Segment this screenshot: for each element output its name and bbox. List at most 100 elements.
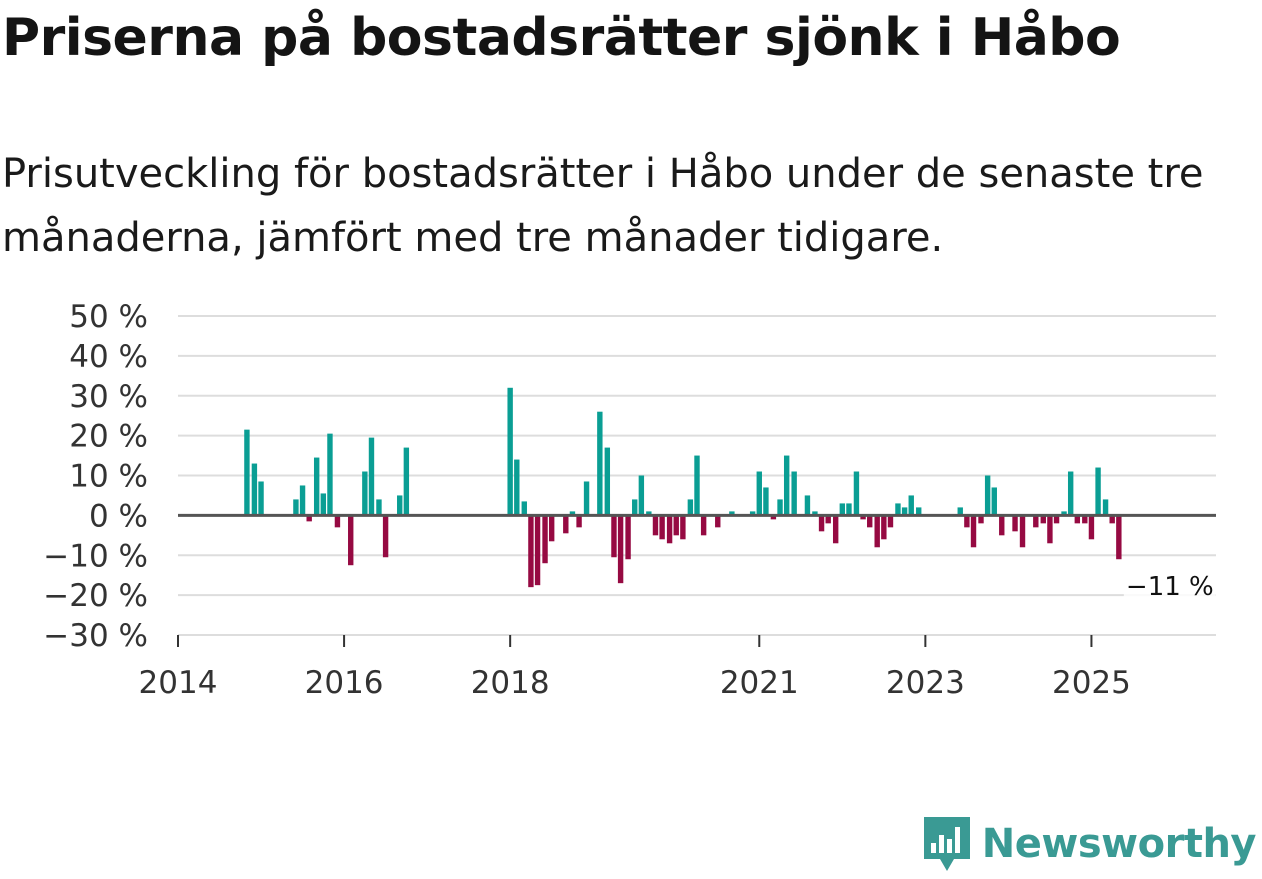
bar (853, 471, 860, 516)
bar (1040, 515, 1046, 524)
bar (1074, 515, 1081, 524)
bar (1116, 515, 1122, 560)
x-tick-label: 2021 (720, 665, 799, 700)
bar (514, 459, 520, 516)
bar (548, 515, 555, 542)
bar (534, 515, 541, 586)
bar (1033, 515, 1039, 528)
bar (604, 447, 611, 516)
bar (908, 495, 914, 516)
bar (258, 481, 264, 516)
bar (957, 507, 963, 516)
bar (978, 515, 984, 524)
bar (528, 515, 534, 588)
bar (1067, 471, 1074, 516)
newsworthy-logo-icon (923, 817, 970, 871)
bar (368, 437, 375, 516)
brand-name: Newsworthy (981, 821, 1257, 867)
y-tick-label: −10 % (43, 538, 148, 574)
bar (687, 499, 694, 516)
bar (617, 515, 624, 584)
x-tick-label: 2016 (305, 665, 384, 700)
bar (1047, 515, 1053, 544)
bar (1082, 515, 1088, 524)
bar (839, 503, 846, 516)
x-tick-label: 2023 (886, 665, 965, 700)
bar (659, 515, 665, 540)
bar (576, 515, 582, 528)
bar (382, 515, 389, 558)
bar (881, 515, 887, 540)
bar (887, 515, 894, 528)
bar (313, 457, 320, 516)
bar (901, 507, 908, 516)
bar (770, 515, 777, 520)
bar (804, 495, 811, 516)
bars (244, 387, 1122, 588)
bar (638, 475, 645, 516)
bar (542, 515, 548, 564)
bar (964, 515, 970, 528)
bar (362, 471, 368, 516)
annotation-halo (1123, 571, 1216, 602)
bar (749, 511, 756, 516)
bar (327, 433, 333, 516)
bar (376, 499, 382, 516)
bar (646, 511, 652, 516)
bar (916, 507, 922, 516)
bar (293, 499, 299, 516)
x-tick-label: 2025 (1052, 665, 1131, 700)
bar (763, 487, 769, 516)
bar (1109, 515, 1115, 524)
brand: Newsworthy (922, 815, 1257, 873)
bar (397, 495, 403, 516)
bar (251, 463, 258, 516)
x-tick-label: 2018 (471, 665, 550, 700)
bar (666, 515, 673, 544)
chart-title: Priserna på bostadsrätter sjönk i Håbo (2, 8, 1121, 68)
bar (1019, 515, 1026, 548)
bar (832, 515, 839, 544)
y-tick-label: 50 % (69, 300, 148, 335)
bar (970, 515, 977, 548)
bar (1088, 515, 1095, 540)
bar (1095, 467, 1101, 516)
bar (632, 499, 638, 516)
bar (715, 515, 721, 528)
bar (563, 515, 569, 534)
bar (700, 515, 707, 536)
bar (1053, 515, 1060, 524)
bar (895, 503, 901, 516)
y-tick-label: 0 % (89, 498, 148, 534)
y-tick-label: 30 % (69, 379, 148, 415)
bar (625, 515, 631, 560)
bar (611, 515, 617, 558)
bar (825, 515, 831, 524)
bar (791, 471, 797, 516)
bar (403, 447, 410, 516)
bar (694, 455, 700, 516)
y-tick-label: 40 % (69, 339, 148, 375)
bar (874, 515, 880, 548)
bar (507, 387, 513, 516)
bar (652, 515, 659, 536)
bar (569, 511, 576, 516)
bar (991, 487, 997, 516)
bar (348, 515, 354, 566)
bar (299, 485, 306, 516)
bar (818, 515, 825, 532)
bar (756, 471, 762, 516)
bar (846, 503, 852, 516)
annotations: −11 % (1123, 571, 1216, 602)
bar (1102, 499, 1109, 516)
bar (244, 429, 250, 516)
chart-subtitle: Prisutveckling för bostadsrätter i Håbo … (2, 151, 1204, 261)
bar (1012, 515, 1018, 532)
y-tick-label: −20 % (43, 578, 148, 614)
bar (583, 481, 590, 516)
bar (777, 499, 783, 516)
last-value-label: −11 % (1126, 572, 1214, 602)
bar (867, 515, 873, 528)
bar (1061, 511, 1067, 516)
x-tick-label: 2014 (139, 665, 218, 700)
